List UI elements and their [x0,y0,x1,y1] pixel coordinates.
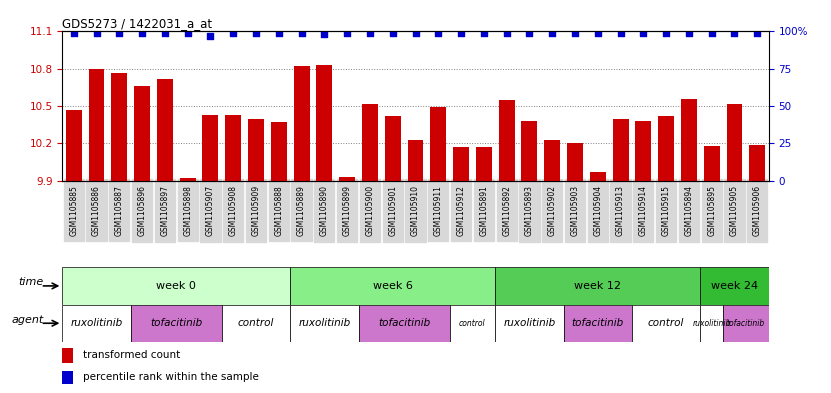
Bar [407,140,424,181]
Text: transformed count: transformed count [83,350,180,360]
Bar [62,371,73,384]
Point [409,30,422,36]
Bar [290,267,495,305]
Bar [701,267,769,305]
Point [431,30,445,36]
Bar [450,305,495,342]
Text: GDS5273 / 1422031_a_at: GDS5273 / 1422031_a_at [62,17,213,30]
Point [113,30,126,36]
Point [546,30,559,36]
Text: tofacitinib: tofacitinib [727,319,765,328]
Bar [701,305,723,342]
Text: week 6: week 6 [373,281,413,291]
Point [295,30,308,36]
Point [272,30,285,36]
Text: tofacitinib: tofacitinib [378,318,430,328]
Bar [563,305,632,342]
Bar [339,177,355,181]
Bar [179,178,195,181]
Bar [430,107,446,181]
Point [341,30,354,36]
Bar [544,140,560,181]
Bar [130,305,222,342]
Point [477,30,490,36]
Bar [290,305,358,342]
Bar [726,104,742,181]
Bar [453,147,469,181]
Bar [385,116,401,181]
Point [568,30,582,36]
Point [227,30,240,36]
Point [682,30,696,36]
Point [67,30,81,36]
Point [363,30,376,36]
Bar [89,69,105,181]
Point [523,30,536,36]
Bar [111,72,127,181]
Bar [476,147,492,181]
Text: ruxolitinib: ruxolitinib [298,318,351,328]
Point [728,30,741,36]
Bar [293,66,309,181]
Bar [499,100,514,181]
Text: control: control [648,318,684,328]
Bar [632,305,701,342]
Text: ruxolitinib: ruxolitinib [692,319,731,328]
Bar [134,86,150,181]
Bar [222,305,290,342]
Bar [203,115,219,181]
Point [614,30,627,36]
Point [135,30,149,36]
Bar [317,65,332,181]
Bar [62,267,290,305]
Bar [66,110,81,181]
Bar [248,119,264,181]
Bar [62,348,73,363]
Point [660,30,673,36]
Bar [362,104,378,181]
Point [317,31,331,38]
Text: percentile rank within the sample: percentile rank within the sample [83,372,259,382]
Bar [612,119,628,181]
Point [204,33,217,39]
Text: ruxolitinib: ruxolitinib [504,318,556,328]
Text: week 12: week 12 [574,281,622,291]
Point [90,30,103,36]
Text: week 0: week 0 [156,281,196,291]
Point [500,30,514,36]
Point [181,30,194,36]
Text: control: control [238,318,274,328]
Text: tofacitinib: tofacitinib [572,318,624,328]
Bar [681,99,697,181]
Text: control: control [460,319,486,328]
Bar [522,121,538,181]
Bar [750,145,765,181]
Point [637,30,650,36]
Bar [495,305,563,342]
Point [591,30,604,36]
Bar [567,143,583,181]
Point [386,30,400,36]
Point [455,30,468,36]
Text: tofacitinib: tofacitinib [150,318,203,328]
Bar [62,305,130,342]
Point [249,30,263,36]
Bar [225,115,241,181]
Bar [358,305,450,342]
Bar [636,121,652,181]
Bar [658,116,674,181]
Text: week 24: week 24 [711,281,758,291]
Bar [590,172,606,181]
Text: agent: agent [12,314,43,325]
Bar [723,305,769,342]
Point [705,30,718,36]
Bar [271,122,287,181]
Text: ruxolitinib: ruxolitinib [71,318,123,328]
Point [750,30,764,36]
Bar [157,79,173,181]
Point [158,30,171,36]
Bar [704,146,720,181]
Text: time: time [18,277,44,287]
Bar [495,267,701,305]
